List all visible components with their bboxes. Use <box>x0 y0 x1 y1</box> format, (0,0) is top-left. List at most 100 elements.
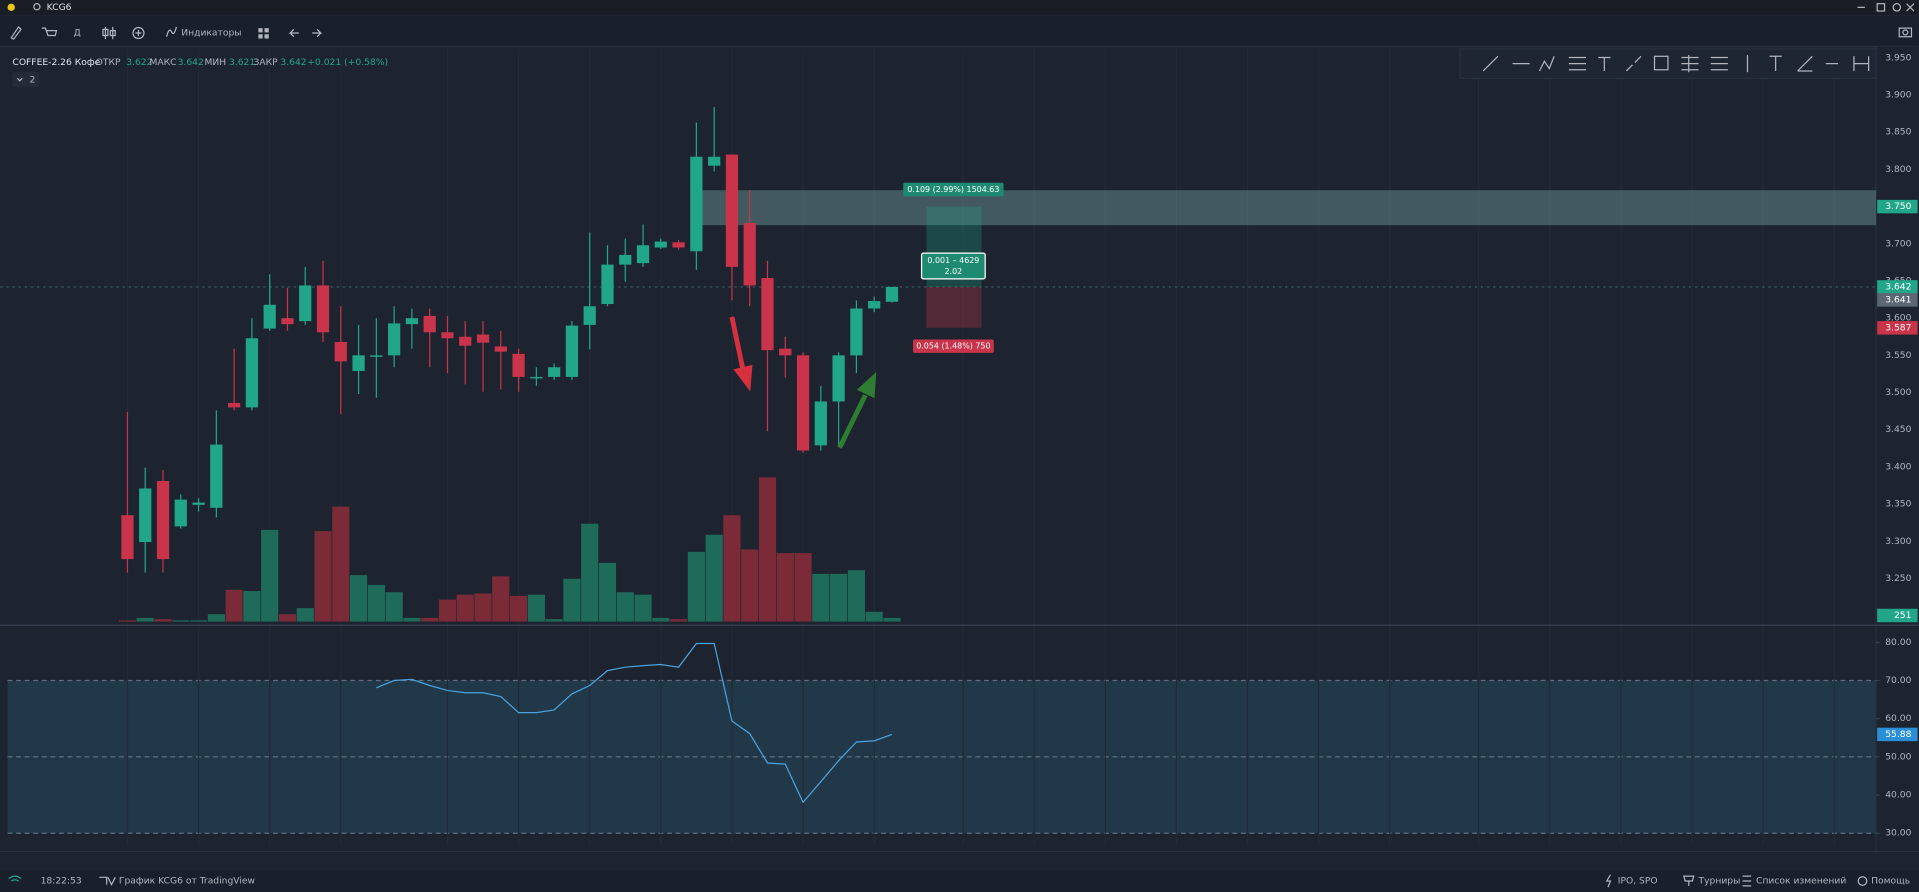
volume-bar <box>421 617 439 622</box>
volume-bar <box>794 553 812 622</box>
trend-line-tool[interactable] <box>1482 55 1499 72</box>
candle-body <box>565 325 579 377</box>
fib-tool[interactable] <box>1568 56 1586 71</box>
angle-tool[interactable] <box>1797 55 1813 72</box>
candle-body <box>672 242 685 248</box>
measure-tool[interactable] <box>1625 55 1642 72</box>
legend-toggle[interactable] <box>12 72 40 87</box>
loss-label: 0.054 (1.48%) 750 <box>916 342 990 351</box>
footer-link[interactable]: IPO, SPO <box>1618 875 1658 886</box>
compare-button[interactable] <box>132 26 145 40</box>
redo-button[interactable] <box>312 28 323 38</box>
candle-body <box>441 332 454 339</box>
help-icon <box>1857 876 1868 886</box>
indicators-button[interactable]: Индикаторы <box>181 28 241 39</box>
rsi-tick-label: 30.00 <box>1885 828 1911 839</box>
volume-bar <box>741 549 759 622</box>
candle-layer <box>121 106 899 573</box>
candle-body <box>423 315 436 333</box>
channel-tool[interactable] <box>1681 55 1699 73</box>
chart-link[interactable]: График KCG6 от TradingView <box>119 875 256 886</box>
volume-badge <box>1877 608 1918 623</box>
stop-badge-label: 3.587 <box>1885 322 1911 333</box>
profit-label-box <box>903 182 1004 197</box>
footer-link[interactable]: Турниры <box>1698 875 1741 886</box>
target-badge <box>1877 199 1918 214</box>
candle-body <box>583 306 596 325</box>
candle-body <box>494 346 507 352</box>
last-close-badge <box>1877 280 1918 294</box>
volume-bar <box>581 523 599 622</box>
candle-body <box>743 222 756 286</box>
price-axis <box>1875 46 1919 855</box>
volume-bar <box>225 589 243 622</box>
volume-bar <box>847 570 865 622</box>
volume-bar <box>438 599 457 622</box>
candle-body <box>601 264 614 305</box>
search-icon[interactable] <box>33 3 41 11</box>
candle-body <box>850 308 863 356</box>
rsi-tick-label: 60.00 <box>1885 713 1911 724</box>
range-tool[interactable] <box>1853 56 1870 71</box>
candle-body <box>708 156 721 166</box>
legend-high: 3.642 <box>178 57 204 68</box>
rsi-line <box>376 642 893 804</box>
layout-button[interactable] <box>258 28 269 39</box>
clock: 18:22:53 <box>41 875 82 886</box>
last-price-badge-label: 3.641 <box>1885 294 1911 305</box>
candle-body <box>654 241 667 248</box>
candle-body <box>459 336 472 346</box>
volume-bar <box>687 551 705 622</box>
text-tool[interactable] <box>1598 56 1611 71</box>
list-icon <box>1742 875 1752 887</box>
volume-bar <box>403 617 421 622</box>
rsi-tick-label: 70.00 <box>1885 675 1911 686</box>
path-tool[interactable] <box>1538 56 1555 72</box>
last-close-badge-label: 3.642 <box>1885 281 1911 292</box>
candle-body <box>405 318 419 325</box>
pane-count[interactable]: 2 <box>30 75 36 86</box>
y-tick-label: 3.400 <box>1885 461 1911 472</box>
volume-bar <box>652 617 670 622</box>
y-tick-label: 3.800 <box>1885 164 1911 175</box>
pitchfork-tool[interactable] <box>1710 56 1728 71</box>
rsi-tick-label: 80.00 <box>1885 637 1911 648</box>
candle-body <box>476 334 490 343</box>
snapshot-button[interactable] <box>1898 27 1913 38</box>
volume-bar <box>296 608 314 622</box>
red-arrow <box>729 316 753 392</box>
candle-body <box>530 376 543 379</box>
indicators-icon[interactable] <box>166 26 177 37</box>
footer-link[interactable]: Помощь <box>1871 875 1910 886</box>
candle-body <box>796 355 810 451</box>
footer-link[interactable]: Список изменений <box>1756 875 1846 886</box>
chart-type-button[interactable] <box>102 26 116 40</box>
candle-body <box>263 304 276 329</box>
chevron <box>16 77 23 82</box>
y-tick-label: 3.900 <box>1885 90 1911 101</box>
legend-change: +0.021 (+0.58%) <box>307 57 388 68</box>
interval-button[interactable]: Д <box>74 28 81 39</box>
volume-bar <box>776 553 794 622</box>
symbol[interactable]: KCG6 <box>47 2 72 13</box>
cup-icon <box>1683 875 1695 886</box>
undo-button[interactable] <box>288 28 299 38</box>
pencil-button[interactable] <box>10 25 22 40</box>
position-stop <box>926 286 982 328</box>
volume-bar <box>278 614 297 622</box>
position-label-box <box>920 252 986 280</box>
candle-body <box>352 355 365 371</box>
rect-tool[interactable] <box>1653 55 1669 71</box>
rsi-badge-label: 55.88 <box>1885 729 1911 740</box>
legend-title: COFFEE-2.26 Кофе <box>12 57 100 68</box>
volume-bar <box>670 619 688 622</box>
connection-icon <box>8 875 22 882</box>
volume-bar <box>545 619 563 622</box>
cart-button[interactable] <box>41 27 58 37</box>
volume-bar <box>616 592 634 622</box>
candle-body <box>228 402 241 408</box>
volume-bar <box>705 534 723 622</box>
cross-tool[interactable] <box>1769 55 1782 71</box>
